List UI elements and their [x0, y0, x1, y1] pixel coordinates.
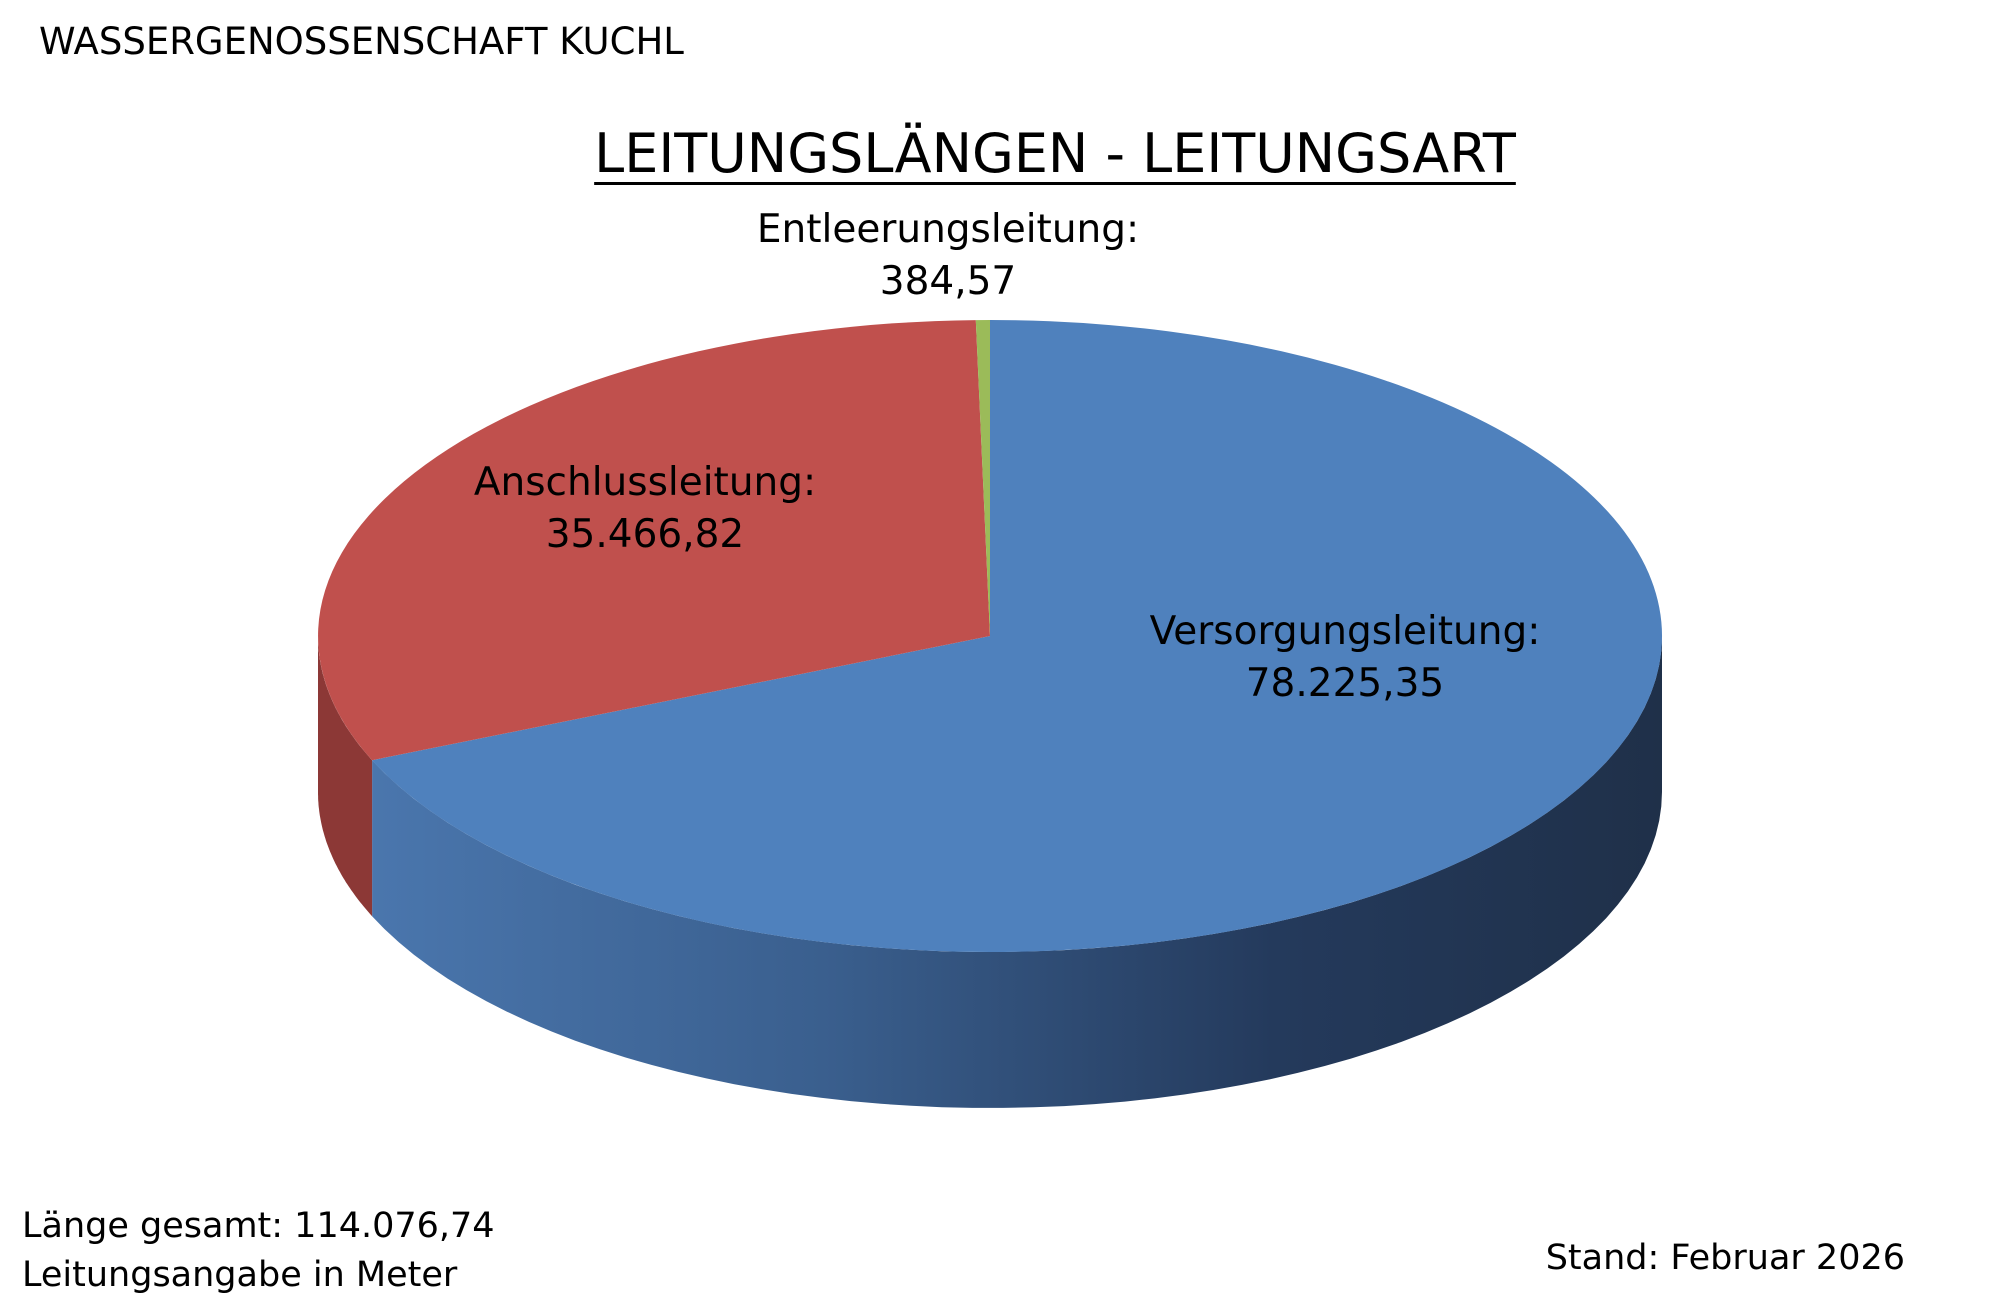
slice-category-anschlussleitung: Anschlussleitung:: [473, 460, 817, 505]
pie-slice-anschlussleitung: [318, 320, 990, 761]
slice-category-entleerungsleitung: Entleerungsleitung:: [756, 207, 1140, 252]
unit-note: Leitungsangabe in Meter: [22, 1255, 458, 1295]
pie-side-anschlussleitung: [318, 636, 373, 917]
pie-slice-versorgungsleitung: [372, 320, 1663, 952]
slice-value-entleerungsleitung: 384,57: [879, 259, 1017, 304]
slice-label-versorgungsleitung: Versorgungsleitung: 78.225,35: [1150, 606, 1541, 710]
pie-slice-entleerungsleitung: [975, 320, 990, 636]
slice-value-anschlussleitung: 35.466,82: [545, 512, 745, 557]
slice-label-anschlussleitung: Anschlussleitung: 35.466,82: [474, 457, 816, 561]
organization-name: WASSERGENOSSENSCHAFT KUCHL: [39, 20, 684, 63]
footer-notes: Länge gesamt: 114.076,74 Leitungsangabe …: [22, 1202, 495, 1300]
status-date: Stand: Februar 2026: [1545, 1238, 1905, 1278]
chart-title: LEITUNGSLÄNGEN - LEITUNGSART: [594, 122, 1516, 185]
total-length: Länge gesamt: 114.076,74: [22, 1206, 495, 1246]
slice-value-versorgungsleitung: 78.225,35: [1245, 661, 1445, 706]
slice-label-entleerungsleitung: Entleerungsleitung: 384,57: [757, 204, 1139, 308]
slice-category-versorgungsleitung: Versorgungsleitung:: [1149, 609, 1541, 654]
pie-side-versorgungsleitung: [372, 636, 1663, 1108]
